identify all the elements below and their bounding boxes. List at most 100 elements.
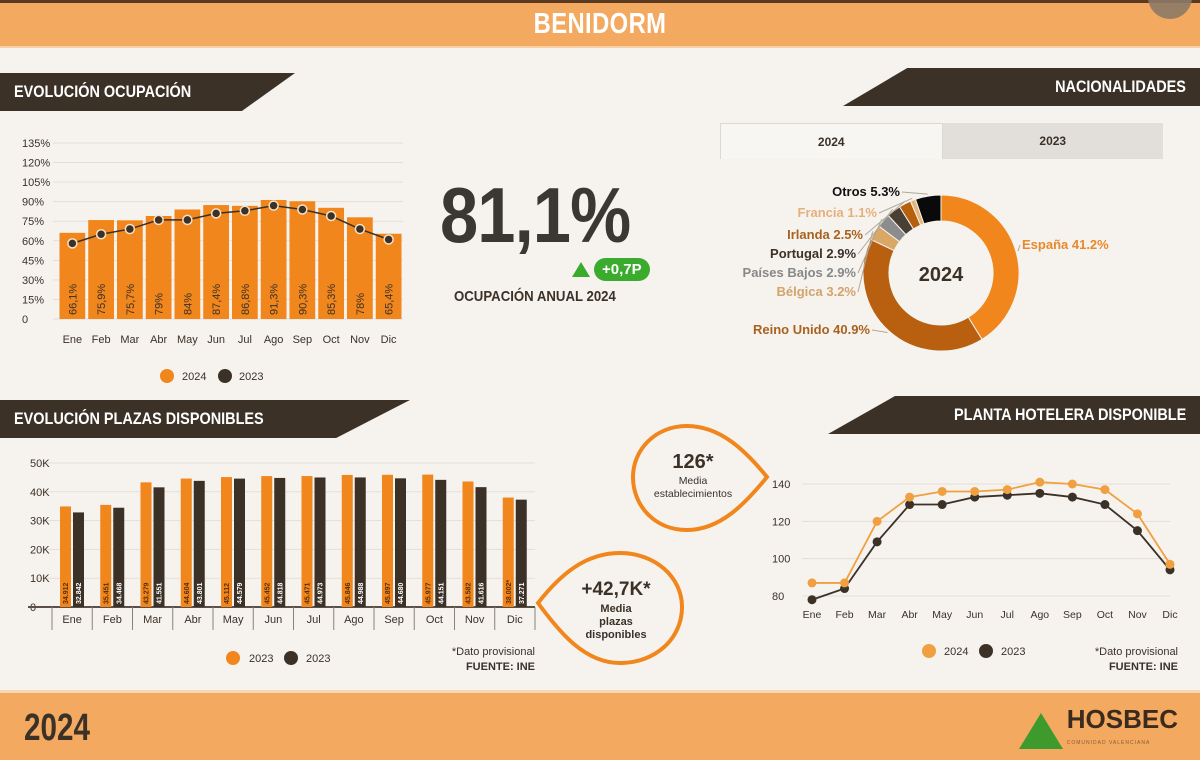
x-tick: Abr [901,609,918,621]
header-bar: BENIDORM [0,0,1200,48]
bar-orange [341,474,353,607]
x-tick: Ago [344,614,364,626]
y-tick: 30% [22,275,44,287]
teardrop-shape [535,550,685,666]
x-tick: Jul [1001,609,1014,621]
bar-orange [60,506,71,607]
occupancy-chart: 0 15% 30% 45% 60% 75% 90% 105% 120% 135% 66,1% Ene 7… [22,138,403,383]
x-tick: Abr [184,614,201,626]
bar-label: 65,4% [384,284,396,315]
section-title: EVOLUCIÓN PLAZAS DISPONIBLES [14,409,264,428]
y-tick: 105% [22,177,50,189]
x-tick: Jun [207,334,225,346]
bar-2024 [232,205,258,319]
section-title: NACIONALIDADES [1055,77,1186,96]
bar-label: 44.988 [358,582,365,604]
legend-dot-2024 [922,644,936,658]
bar-orange [140,482,152,607]
hosbec-logo: HOSBEC COMUNIDAD VALENCIANA [1018,706,1178,755]
bar-dark [515,499,527,607]
tab-2024[interactable]: 2024 [720,123,943,159]
kpi-label: OCUPACIÓN ANUAL 2024 [454,288,616,305]
logo-mountain-icon [1018,713,1063,749]
x-tick: Nov [1128,609,1147,621]
bar-dark [153,487,165,607]
bar-dark [395,478,406,607]
bar-orange [180,478,192,607]
bar-label: 45.452 [264,582,271,604]
bar-label: 34.912 [63,582,70,604]
section-banner-hotels: PLANTA HOTELERA DISPONIBLE [828,396,1200,434]
point-2023 [1100,500,1110,510]
callout-line: Media [679,475,708,487]
point-2024 [1132,509,1142,519]
leader-line [871,329,888,334]
bar-label: 90,3% [297,284,309,315]
x-tick: May [932,609,953,621]
bar-label: 41.551 [157,582,164,604]
legend-dot-2023 [979,644,993,658]
bar-dark [113,507,125,607]
callout-line: disponibles [585,629,646,641]
point-2023 [268,200,279,211]
bar-label: 84% [182,293,194,315]
bar-label: 44.818 [277,582,284,604]
bar-2024 [174,209,201,319]
y-tick: 120% [22,158,50,170]
point-2024 [1165,559,1175,569]
note-source: FUENTE: INE [465,661,535,673]
y-tick: 40K [30,487,50,499]
kpi-delta: +0,7P [572,258,650,281]
bar-label: 44.151 [438,582,445,604]
x-tick: Sep [384,614,404,626]
point-2023 [182,214,193,226]
delta-badge: +0,7P [594,258,650,281]
point-2023 [383,234,394,245]
x-tick: Jul [238,334,252,346]
leader-line [901,191,928,195]
x-tick: Jun [966,609,983,621]
bar-label: 45.897 [385,582,392,604]
y-tick: 75% [22,216,44,228]
x-tick: Feb [103,614,122,626]
bar-label: 44.680 [398,582,405,604]
section-banner-places: EVOLUCIÓN PLAZAS DISPONIBLES [0,400,410,438]
hotels-chart: 80 100 120 140 Ene Feb Mar Abr May Jun Jul Ago Sep Oc… [772,477,1178,658]
bar-dark [354,477,366,607]
legend-dot-2023 [218,369,232,383]
x-tick: Feb [835,609,853,621]
bar-label: 87,4% [211,284,223,315]
y-tick: 15% [22,294,44,306]
bar-label: 38.002* [506,580,513,604]
bar-dark [274,477,286,607]
y-tick: 10K [30,573,50,585]
x-tick: Sep [1063,609,1082,621]
bar-orange [221,477,232,607]
x-tick: Oct [1097,609,1113,621]
bar-2024 [145,216,172,319]
point-2023 [239,205,251,217]
y-tick: 60% [22,236,44,248]
x-tick: Nov [350,334,370,346]
kpi-value: 81,1% [440,171,631,259]
legend-label: 2023 [306,653,330,665]
bar-label: 45.977 [425,582,432,604]
x-tick: Dic [507,614,523,626]
overlay-button[interactable] [1148,0,1192,19]
point-2024 [1067,479,1077,489]
bar-label: 79% [154,293,166,315]
tab-2023[interactable]: 2023 [942,123,1163,159]
point-2023 [905,500,915,510]
donut-label: Bélgica 3.2% [777,284,857,299]
footer-bar: 2024 HOSBEC COMUNIDAD VALENCIANA [0,690,1200,760]
callout-line: Media [600,603,632,615]
x-tick: Dic [381,334,397,346]
donut-label: Países Bajos 2.9% [743,265,857,280]
section-title: PLANTA HOTELERA DISPONIBLE [953,405,1186,424]
legend-dot-orange [226,651,240,665]
bar-label: 43.801 [197,582,204,604]
point-2024 [807,578,817,588]
up-arrow-icon [572,262,590,277]
leader-line [878,197,913,214]
y-tick: 50K [30,458,50,470]
